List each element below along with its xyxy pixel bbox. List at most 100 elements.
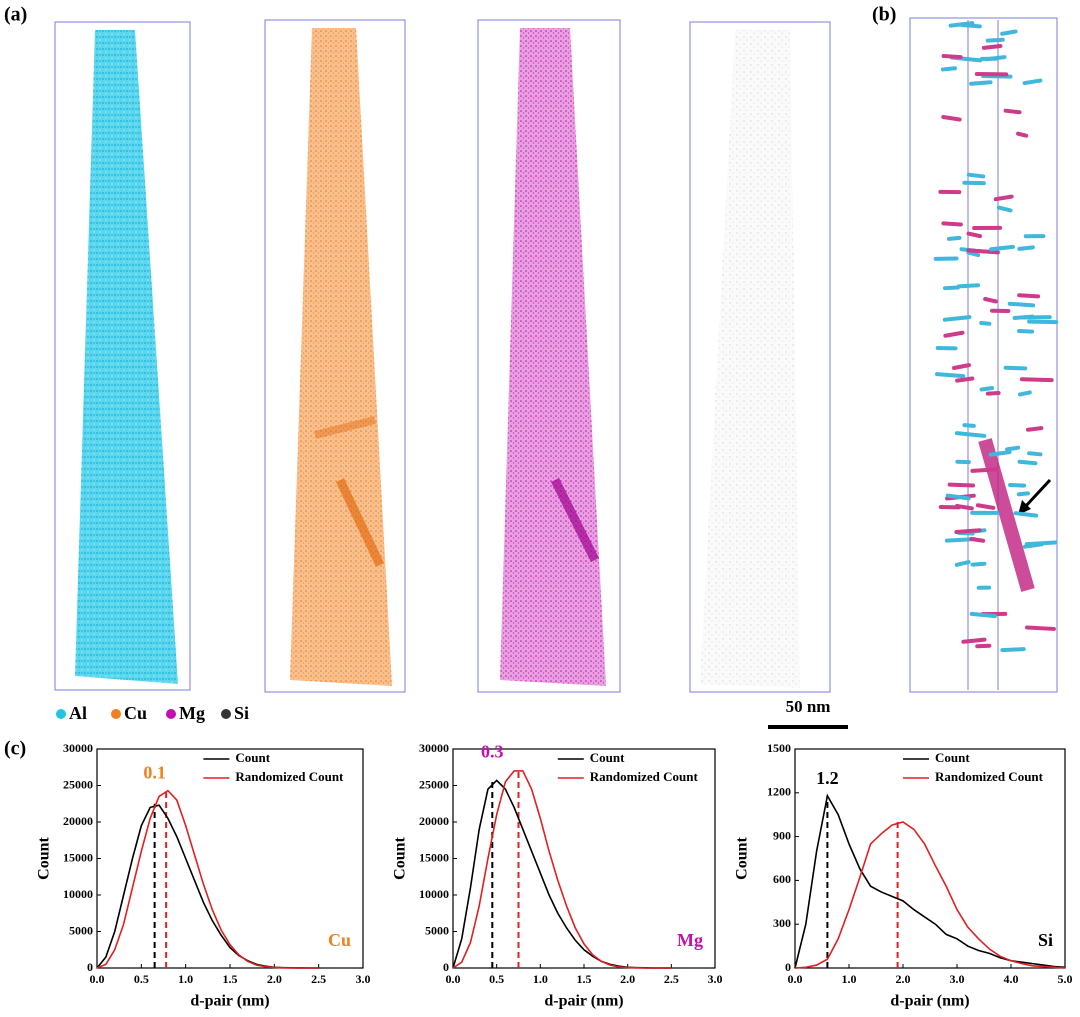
x-tick-label: 1.0 bbox=[842, 972, 857, 986]
box bbox=[54, 21, 191, 691]
y-axis-label: Count bbox=[36, 836, 53, 879]
cluster bbox=[1017, 245, 1035, 251]
plot-frame bbox=[794, 748, 1066, 969]
arrow bbox=[1022, 478, 1052, 510]
cluster bbox=[1017, 293, 1041, 299]
y-tick-label: 1500 bbox=[767, 741, 791, 755]
precipitate bbox=[550, 477, 600, 563]
cluster bbox=[996, 205, 1013, 213]
element-label: Cu bbox=[328, 930, 351, 950]
x-tick-label: 0.0 bbox=[90, 972, 105, 986]
cluster bbox=[975, 503, 996, 510]
cluster bbox=[1000, 29, 1018, 36]
legend-label: Randomized Count bbox=[935, 769, 1044, 784]
x-tick-label: 2.5 bbox=[311, 972, 326, 986]
cluster bbox=[942, 315, 972, 322]
y-tick-label: 30000 bbox=[419, 741, 449, 755]
panel-label: (b) bbox=[872, 4, 896, 26]
cluster bbox=[984, 55, 1007, 62]
cluster bbox=[969, 537, 986, 543]
cluster bbox=[955, 376, 975, 383]
cluster bbox=[952, 363, 971, 371]
cluster bbox=[1013, 511, 1039, 518]
legend-label: Count bbox=[235, 750, 270, 765]
cluster bbox=[1005, 445, 1021, 452]
box bbox=[689, 21, 831, 693]
y-tick-label: 900 bbox=[773, 828, 791, 842]
legend-label: Count bbox=[935, 750, 970, 765]
x-tick-label: 2.0 bbox=[267, 972, 282, 986]
x-tick-label: 1.0 bbox=[178, 972, 193, 986]
cluster bbox=[1003, 108, 1022, 115]
annotation: 0.1 bbox=[143, 763, 166, 783]
cluster bbox=[1025, 426, 1044, 432]
cluster bbox=[1003, 365, 1028, 371]
cluster bbox=[956, 283, 981, 289]
cluster bbox=[970, 467, 999, 473]
arrow-head bbox=[1018, 500, 1031, 515]
cluster bbox=[969, 611, 997, 619]
legend-label: Randomized Count bbox=[235, 769, 344, 784]
x-tick-label: 5.0 bbox=[1058, 972, 1073, 986]
cluster bbox=[966, 250, 981, 258]
y-axis-label: Count bbox=[734, 836, 751, 879]
box bbox=[477, 19, 621, 693]
cluster bbox=[981, 43, 1003, 50]
y-axis-label: Count bbox=[392, 836, 409, 879]
y-tick-label: 20000 bbox=[63, 814, 93, 828]
y-tick-label: 600 bbox=[773, 872, 791, 886]
cluster bbox=[1027, 319, 1059, 325]
y-tick-label: 25000 bbox=[63, 777, 93, 791]
cluster bbox=[966, 231, 983, 239]
x-tick-label: 1.0 bbox=[533, 972, 548, 986]
x-tick-label: 0.5 bbox=[134, 972, 149, 986]
x-axis-label: d-pair (nm) bbox=[190, 993, 269, 1010]
panel-label: (a) bbox=[4, 4, 27, 26]
cluster bbox=[954, 528, 982, 535]
box bbox=[909, 17, 1058, 693]
al-map bbox=[75, 30, 178, 684]
cluster bbox=[940, 66, 957, 72]
cluster bbox=[1007, 301, 1036, 308]
element-label: Mg bbox=[677, 930, 703, 950]
cluster bbox=[1016, 328, 1035, 334]
y-tick-label: 10000 bbox=[63, 887, 93, 901]
cluster bbox=[1017, 459, 1038, 466]
cluster bbox=[947, 482, 976, 488]
cluster bbox=[969, 80, 993, 86]
cluster bbox=[1008, 483, 1027, 488]
cluster bbox=[1000, 647, 1026, 653]
y-tick-label: 5000 bbox=[425, 923, 449, 937]
x-axis-label: d-pair (nm) bbox=[890, 993, 969, 1010]
precipitate bbox=[978, 438, 1035, 592]
x-tick-label: 1.5 bbox=[577, 972, 592, 986]
y-tick-label: 5000 bbox=[69, 923, 93, 937]
cluster bbox=[1017, 390, 1032, 397]
cu-map bbox=[290, 28, 392, 686]
legend-label: Randomized Count bbox=[590, 769, 699, 784]
cluster bbox=[970, 561, 987, 567]
cluster bbox=[954, 560, 971, 567]
series-line bbox=[794, 821, 1066, 969]
x-tick-label: 2.0 bbox=[620, 972, 635, 986]
legend-marker bbox=[111, 709, 121, 719]
y-tick-label: 15000 bbox=[63, 850, 93, 864]
cluster bbox=[985, 390, 1001, 396]
y-tick-label: 0 bbox=[443, 960, 449, 974]
series-line bbox=[794, 793, 1066, 969]
annotation: 1.2 bbox=[816, 768, 839, 788]
cluster bbox=[954, 431, 987, 438]
x-tick-label: 1.5 bbox=[223, 972, 238, 986]
cluster bbox=[962, 423, 976, 428]
legend-label: Count bbox=[590, 750, 625, 765]
y-tick-label: 1200 bbox=[767, 785, 791, 799]
legend-marker bbox=[166, 709, 176, 719]
scale-bar-label: 50 nm bbox=[786, 697, 831, 716]
y-tick-label: 30000 bbox=[63, 741, 93, 755]
x-tick-label: 3.0 bbox=[356, 972, 371, 986]
x-tick-label: 2.5 bbox=[664, 972, 679, 986]
y-tick-label: 25000 bbox=[419, 777, 449, 791]
box bbox=[264, 19, 406, 693]
cluster bbox=[1016, 131, 1029, 138]
x-tick-label: 2.0 bbox=[896, 972, 911, 986]
